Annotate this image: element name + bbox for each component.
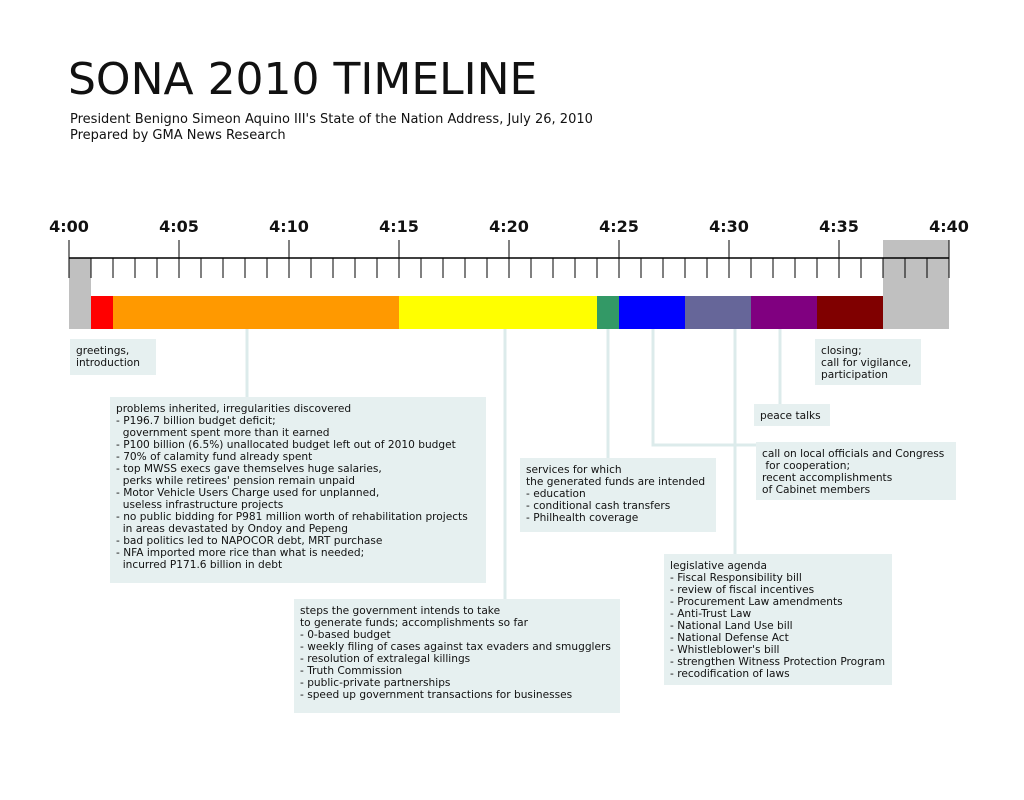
annotation-line: - weekly filing of cases against tax eva… (300, 641, 611, 653)
tick-label: 4:00 (49, 217, 89, 236)
annotation-line: to generate funds; accomplishments so fa… (300, 617, 529, 629)
connector-local (651, 329, 756, 447)
tick-label: 4:25 (599, 217, 639, 236)
connector-lines (245, 329, 782, 599)
annotation-line: recent accomplishments (762, 472, 893, 484)
annotation-line: - recodification of laws (670, 668, 790, 680)
annotation-services-funded: services for which the generated funds ar… (520, 458, 716, 532)
annotation-line: problems inherited, irregularities disco… (116, 403, 352, 415)
annotation-line: - education (526, 488, 586, 500)
tick-label: 4:10 (269, 217, 309, 236)
timeline-segments (69, 296, 949, 329)
timeline-segment-5 (619, 296, 685, 329)
annotation-line: legislative agenda (670, 560, 767, 572)
annotation-line: incurred P171.6 billion in debt (116, 559, 283, 571)
annotation-line: - Whistleblower's bill (670, 644, 780, 656)
annotation-line: closing; (821, 345, 862, 357)
timeline-segment-1 (91, 296, 113, 329)
timeline-segment-9 (883, 296, 949, 329)
tick-label: 4:30 (709, 217, 749, 236)
annotation-greetings: greetings, introduction (70, 339, 156, 375)
annotation-line: peace talks (760, 410, 821, 422)
annotation-line: - top MWSS execs gave themselves huge sa… (116, 463, 382, 475)
tick-label: 4:20 (489, 217, 529, 236)
timeline-segment-3 (399, 296, 597, 329)
annotation-line: - 70% of calamity fund already spent (116, 451, 313, 463)
timeline-segment-8 (817, 296, 883, 329)
annotation-line: participation (821, 369, 888, 381)
page-title: SONA 2010 TIMELINE (68, 54, 538, 105)
annotation-line: - 0-based budget (300, 629, 391, 641)
annotation-line: the generated funds are intended (526, 476, 706, 488)
annotation-line: - Fiscal Responsibility bill (670, 572, 802, 584)
annotation-line: - speed up government transactions for b… (300, 689, 573, 701)
annotation-line: - Philhealth coverage (526, 512, 639, 524)
timeline-end-shade (883, 240, 949, 296)
annotation-line: - Truth Commission (300, 665, 403, 677)
annotation-line: - no public bidding for P981 million wor… (116, 511, 468, 523)
annotation-line: - P196.7 billion budget deficit; (116, 415, 276, 427)
annotation-line: - NFA imported more rice than what is ne… (116, 547, 365, 559)
annotation-line: useless infrastructure projects (116, 499, 284, 511)
annotation-call-on-local-officials: call on local officials and Congress for… (756, 442, 956, 500)
annotation-line: - bad politics led to NAPOCOR debt, MRT … (116, 535, 383, 547)
annotation-line: services for which (526, 464, 622, 476)
annotation-line: - public-private partnerships (300, 677, 451, 689)
annotation-line: - conditional cash transfers (526, 500, 671, 512)
annotation-legislative-agenda: legislative agenda - Fiscal Responsibilit… (664, 554, 892, 685)
annotation-line: - National Land Use bill (670, 620, 793, 632)
annotation-problems-inherited: problems inherited, irregularities disco… (110, 397, 486, 583)
timeline-segment-4 (597, 296, 619, 329)
annotation-line: - National Defense Act (670, 632, 789, 644)
annotation-line: call on local officials and Congress (762, 448, 945, 460)
annotation-line: - P100 billion (6.5%) unallocated budget… (116, 439, 456, 451)
annotation-line: steps the government intends to take (300, 605, 501, 617)
annotation-line: - strengthen Witness Protection Program (670, 656, 886, 668)
tick-label: 4:15 (379, 217, 419, 236)
annotation-line: - resolution of extralegal killings (300, 653, 471, 665)
annotation-line: - Motor Vehicle Users Charge used for un… (116, 487, 380, 499)
annotation-line: of Cabinet members (762, 484, 871, 496)
timeline-segment-0 (69, 296, 91, 329)
tick-label: 4:35 (819, 217, 859, 236)
annotation-line: for cooperation; (762, 460, 851, 472)
annotation-line: perks while retirees' pension remain unp… (116, 475, 355, 487)
timeline-segment-6 (685, 296, 751, 329)
tick-label: 4:40 (929, 217, 969, 236)
timeline-ticks (68, 240, 950, 296)
annotation-steps-to-generate-funds: steps the government intends to take to g… (294, 599, 620, 713)
annotation-line: greetings, (76, 345, 130, 357)
timeline-segment-7 (751, 296, 817, 329)
annotation-line: introduction (76, 357, 140, 369)
annotation-peace-talks: peace talks (754, 404, 830, 426)
timeline-start-shade (69, 258, 91, 296)
tick-label: 4:05 (159, 217, 199, 236)
annotation-line: - Anti-Trust Law (670, 608, 752, 620)
subtitle: President Benigno Simeon Aquino III's St… (70, 112, 593, 127)
annotation-closing: closing; call for vigilance, participation (815, 339, 921, 385)
credit-line: Prepared by GMA News Research (70, 128, 286, 143)
annotation-line: - review of fiscal incentives (670, 584, 815, 596)
annotation-line: government spent more than it earned (116, 427, 330, 439)
annotation-line: call for vigilance, (821, 357, 912, 369)
annotation-line: - Procurement Law amendments (670, 596, 843, 608)
timeline-tick-labels: 4:00 4:05 4:10 4:15 4:20 4:25 4:30 4:35 4:40 (49, 217, 969, 236)
annotation-line: in areas devastated by Ondoy and Pepeng (116, 523, 348, 535)
timeline-segment-2 (113, 296, 399, 329)
